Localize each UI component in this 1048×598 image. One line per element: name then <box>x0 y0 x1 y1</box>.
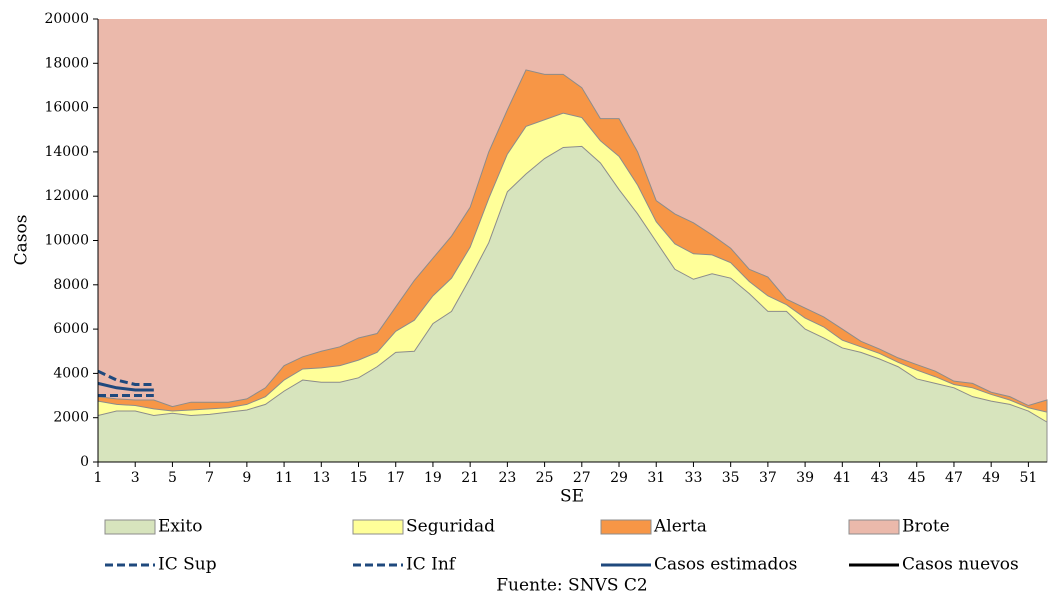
y-tick-label: 16000 <box>44 100 89 116</box>
area <box>97 145 1048 463</box>
x-tick-label: 35 <box>722 470 740 486</box>
x-tick-label: 29 <box>610 470 628 486</box>
x-tick-label: 15 <box>350 470 368 486</box>
legend-label: Casos estimados <box>654 555 797 575</box>
x-tick-label: 9 <box>242 470 251 486</box>
x-tick-label: 33 <box>685 470 703 486</box>
x-tick-label: 27 <box>573 470 591 486</box>
legend-label: Brote <box>902 517 950 537</box>
x-tick-label: 13 <box>312 470 330 486</box>
x-tick-label: 5 <box>168 470 177 486</box>
x-tick-label: 11 <box>275 470 293 486</box>
x-tick-label: 49 <box>982 470 1000 486</box>
x-tick-label: 7 <box>205 470 214 486</box>
source: Fuente: SNVS C2 <box>496 576 647 596</box>
x-tick-label: 1 <box>94 470 103 486</box>
y-tick-label: 4000 <box>53 365 89 381</box>
x-tick-label: 51 <box>1019 470 1037 486</box>
x-tick-label: 19 <box>424 470 442 486</box>
y-axis-label: Casos <box>12 215 32 266</box>
y-tick-label: 2000 <box>53 410 89 426</box>
x-tick-label: 43 <box>871 470 889 486</box>
y-tick-label: 18000 <box>44 55 89 71</box>
legend-label: IC Sup <box>158 555 217 575</box>
legend-label: Alerta <box>653 517 707 537</box>
x-tick-label: 41 <box>833 470 851 486</box>
x-tick-label: 17 <box>387 470 405 486</box>
x-tick-label: 23 <box>498 470 516 486</box>
legend-swatch <box>352 519 404 535</box>
y-tick-label: 8000 <box>53 277 89 293</box>
x-tick-label: 3 <box>131 470 140 486</box>
legend-label: Exito <box>158 517 203 537</box>
y-tick-label: 20000 <box>44 11 89 27</box>
x-axis-label: SE <box>560 487 584 507</box>
x-tick-label: 45 <box>908 470 926 486</box>
legend-label: Seguridad <box>406 517 495 537</box>
line <box>97 381 154 392</box>
x-tick-label: 25 <box>536 470 554 486</box>
y-tick-label: 0 <box>80 454 89 470</box>
y-tick-label: 14000 <box>44 144 89 160</box>
x-tick-label: 39 <box>796 470 814 486</box>
legend-swatch <box>104 519 156 535</box>
x-tick-label: 47 <box>945 470 963 486</box>
line <box>97 369 154 386</box>
x-tick-label: 31 <box>647 470 665 486</box>
x-tick-label: 37 <box>759 470 777 486</box>
legend-label: IC Inf <box>406 555 457 575</box>
legend-label: Casos nuevos <box>902 555 1019 575</box>
y-tick-label: 12000 <box>44 188 89 204</box>
y-tick-label: 6000 <box>53 321 89 337</box>
y-tick-label: 10000 <box>44 233 89 249</box>
legend-swatch <box>600 519 652 535</box>
legend-swatch <box>848 519 900 535</box>
x-tick-label: 21 <box>461 470 479 486</box>
